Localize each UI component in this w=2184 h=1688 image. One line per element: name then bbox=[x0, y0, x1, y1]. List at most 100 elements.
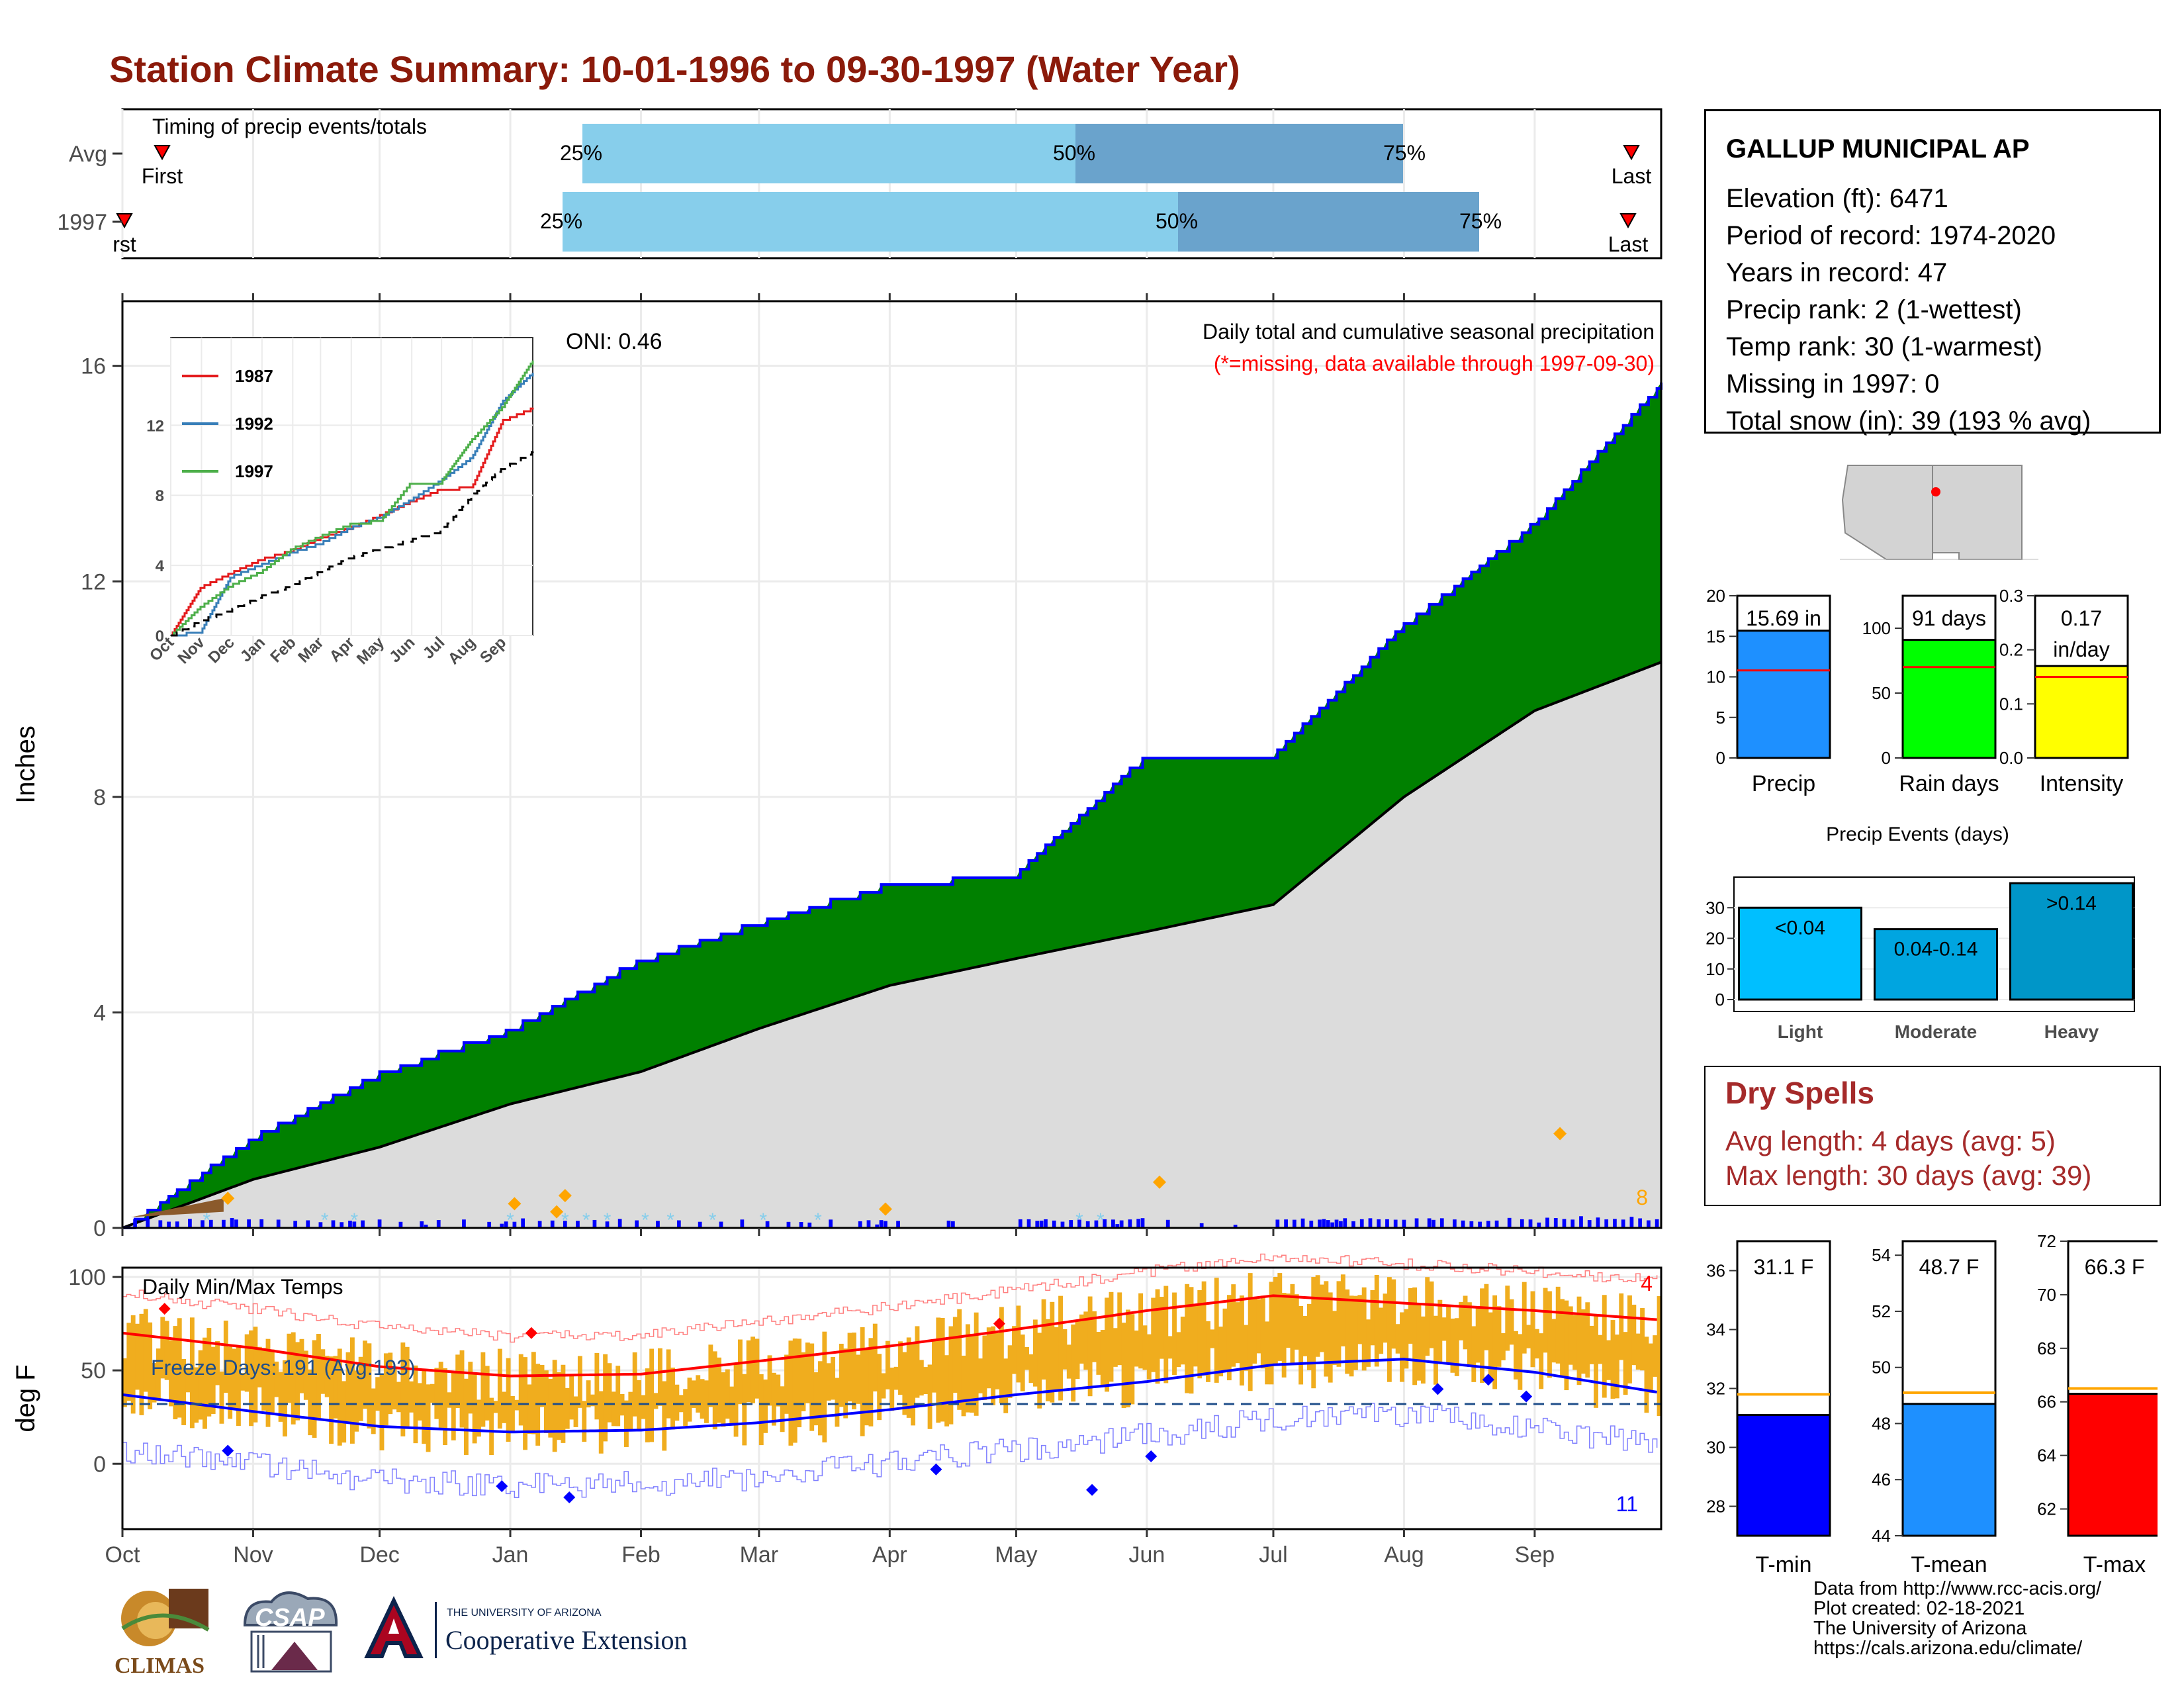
daily-temp-bar bbox=[316, 1334, 321, 1419]
daily-temp-bar bbox=[1210, 1329, 1215, 1348]
daily-precip-bar bbox=[1655, 1219, 1659, 1228]
precip-y-tick-label: 8 bbox=[93, 785, 106, 810]
daily-temp-bar bbox=[337, 1348, 342, 1446]
hot-record-count: 4 bbox=[1641, 1272, 1653, 1295]
daily-precip-bar bbox=[340, 1222, 344, 1228]
daily-temp-bar bbox=[1096, 1332, 1101, 1375]
month-label: Jun bbox=[1128, 1542, 1165, 1568]
daily-precip-bar bbox=[1439, 1218, 1444, 1228]
record-low-marker bbox=[930, 1463, 942, 1476]
daily-precip-bar bbox=[208, 1219, 213, 1228]
daily-temp-bar bbox=[1206, 1321, 1210, 1382]
daily-temp-bar bbox=[1539, 1333, 1544, 1389]
daily-precip-bar bbox=[1128, 1219, 1132, 1228]
station-missing: Missing in 1997: 0 bbox=[1726, 369, 1940, 399]
daily-temp-bar bbox=[341, 1381, 347, 1443]
daily-precip-bar bbox=[1553, 1218, 1558, 1228]
daily-temp-bar bbox=[1248, 1273, 1253, 1391]
daily-temp-bar bbox=[1100, 1330, 1105, 1387]
daily-temp-bar bbox=[758, 1374, 764, 1446]
temp-summary-bar bbox=[2067, 1393, 2158, 1537]
events-y-tick-label: 0 bbox=[1715, 990, 1725, 1009]
precip-subtitle: Daily total and cumulative seasonal prec… bbox=[1203, 320, 1655, 344]
daily-temp-bar bbox=[1496, 1306, 1502, 1367]
daily-temp-bar bbox=[1062, 1329, 1068, 1370]
daily-temp-bar bbox=[185, 1368, 191, 1393]
record-low-marker bbox=[1432, 1383, 1444, 1395]
csap-logo: CSAP bbox=[232, 1585, 347, 1685]
daily-temp-bar bbox=[1252, 1298, 1257, 1364]
daily-precip-bar bbox=[1507, 1217, 1512, 1228]
climas-logo-text: CLIMAS bbox=[114, 1654, 205, 1678]
daily-precip-bar bbox=[462, 1219, 466, 1228]
daily-temp-bar bbox=[1374, 1275, 1379, 1367]
daily-temp-bar bbox=[911, 1344, 916, 1426]
daily-temp-bar bbox=[1547, 1291, 1552, 1378]
daily-temp-bar bbox=[805, 1342, 810, 1403]
daily-temp-bar bbox=[1610, 1320, 1615, 1399]
daily-precip-bar bbox=[398, 1221, 403, 1228]
temp-bar-label: T-mean bbox=[1911, 1552, 1987, 1577]
daily-temp-bar bbox=[1467, 1302, 1472, 1367]
daily-precip-bar bbox=[1318, 1219, 1322, 1228]
daily-temp-bar bbox=[881, 1373, 886, 1399]
daily-temp-bar bbox=[1623, 1332, 1628, 1395]
daily-precip-bar bbox=[318, 1222, 323, 1228]
daily-temp-bar bbox=[358, 1356, 363, 1421]
daily-temp-bar bbox=[1079, 1314, 1084, 1364]
daily-temp-bar bbox=[468, 1362, 473, 1414]
daily-temp-bar bbox=[717, 1357, 722, 1423]
daily-temp-bar bbox=[1012, 1326, 1017, 1374]
daily-temp-bar bbox=[776, 1374, 781, 1407]
temp-y-tick-label: 44 bbox=[1872, 1526, 1891, 1546]
daily-precip-bar bbox=[436, 1219, 441, 1228]
daily-precip-bar bbox=[1044, 1219, 1048, 1228]
daily-temp-bar bbox=[691, 1380, 696, 1408]
daily-precip-bar bbox=[1621, 1219, 1625, 1228]
daily-temp-bar bbox=[784, 1354, 789, 1414]
daily-temp-bar bbox=[502, 1391, 507, 1423]
daily-precip-bar bbox=[550, 1220, 555, 1228]
daily-precip-bar bbox=[1545, 1217, 1549, 1228]
station-location-dot bbox=[1931, 487, 1940, 496]
temp-y-tick-label: 68 bbox=[2037, 1338, 2056, 1358]
temp-y-tick-label: 100 bbox=[68, 1265, 106, 1290]
daily-temp-bar bbox=[404, 1346, 410, 1429]
daily-temp-bar bbox=[932, 1340, 936, 1393]
daily-temp-bar bbox=[1058, 1295, 1063, 1401]
daily-temp-bar bbox=[1167, 1336, 1173, 1359]
summary-bar-label: Rain days bbox=[1899, 771, 1999, 796]
footer-credits: Data from http://www.rcc-acis.org/ Plot … bbox=[1813, 1579, 2101, 1658]
daily-temp-bar bbox=[1480, 1288, 1484, 1383]
daily-precip-bar bbox=[807, 1222, 812, 1228]
daily-temp-bar bbox=[320, 1349, 326, 1394]
daily-temp-bar bbox=[240, 1373, 246, 1391]
daily-temp-bar bbox=[1269, 1282, 1274, 1385]
inset-y-tick-label: 4 bbox=[156, 557, 165, 575]
month-label: Mar bbox=[740, 1542, 779, 1568]
avg-low-line bbox=[122, 1358, 1657, 1434]
temp-y-tick-label: 50 bbox=[81, 1358, 106, 1383]
timing-title: Timing of precip events/totals bbox=[152, 115, 427, 138]
daily-precip-bar bbox=[563, 1221, 567, 1228]
daily-temp-bar bbox=[1500, 1333, 1506, 1360]
daily-precip-bar bbox=[740, 1219, 745, 1228]
daily-temp-bar bbox=[1361, 1287, 1367, 1371]
daily-temp-bar bbox=[1657, 1296, 1662, 1417]
month-label: Sep bbox=[1515, 1542, 1555, 1568]
daily-temp-bar bbox=[898, 1341, 903, 1395]
daily-precip-bar bbox=[605, 1221, 610, 1228]
daily-temp-bar bbox=[477, 1399, 481, 1437]
temp-y-tick-label: 34 bbox=[1706, 1320, 1725, 1340]
daily-temp-bar bbox=[148, 1322, 153, 1409]
record-high-marker bbox=[525, 1327, 537, 1339]
inset-series-line bbox=[171, 372, 534, 637]
temp-y-tick-label: 0 bbox=[93, 1452, 106, 1477]
daily-precip-bar bbox=[352, 1221, 357, 1228]
temp-y-tick-label: 64 bbox=[2037, 1446, 2056, 1466]
daily-temp-bar bbox=[1555, 1286, 1561, 1364]
daily-precip-bar bbox=[617, 1219, 622, 1228]
daily-temp-bar bbox=[1201, 1281, 1206, 1376]
daily-temp-bar bbox=[206, 1328, 212, 1417]
timing-row-label: 1997 bbox=[57, 210, 107, 235]
